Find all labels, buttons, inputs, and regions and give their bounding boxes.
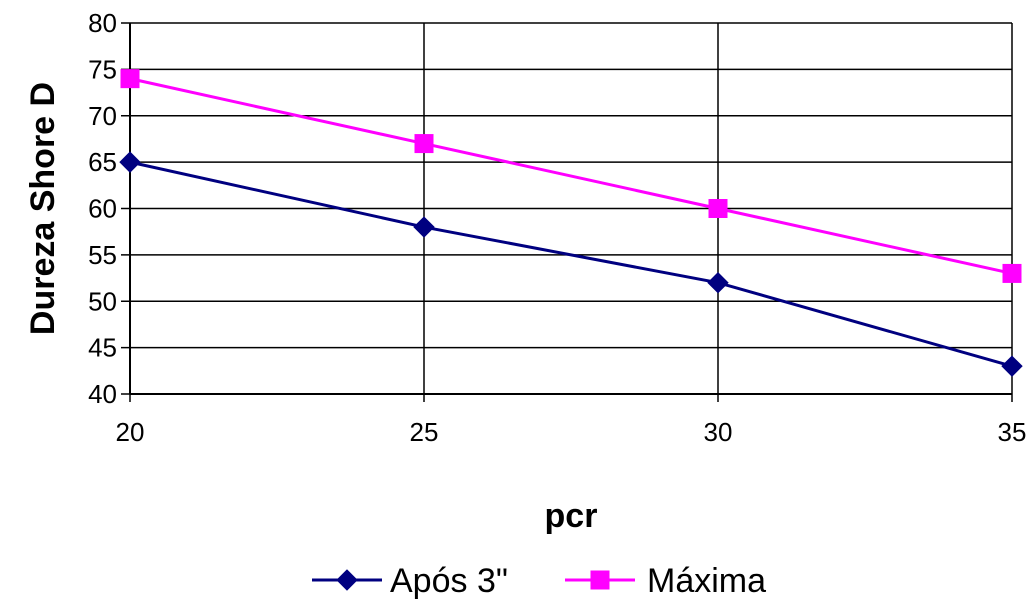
- y-tick-label: 60: [88, 194, 117, 224]
- y-tick-label: 70: [88, 101, 117, 131]
- y-tick-label: 75: [88, 54, 117, 84]
- series-2: [120, 69, 1022, 283]
- legend: Após 3" Máxima: [312, 562, 766, 600]
- y-axis-title: Dureza Shore D: [24, 82, 62, 335]
- y-tick-label: 50: [88, 286, 117, 316]
- legend-label-2: Máxima: [647, 562, 766, 600]
- y-tick-label: 55: [88, 240, 117, 270]
- x-tick-label: 20: [116, 417, 145, 447]
- series-group: [119, 69, 1023, 377]
- series-2-point: [120, 69, 140, 89]
- y-tick-label: 40: [88, 379, 117, 409]
- axes: [121, 22, 1013, 402]
- series-2-point: [414, 134, 434, 154]
- series-1-point: [413, 216, 435, 238]
- series-1-point: [1001, 355, 1023, 377]
- legend-2-point: [590, 570, 610, 590]
- series-1-point: [119, 151, 141, 173]
- y-tick-label: 65: [88, 147, 117, 177]
- series-1-line: [129, 160, 1013, 368]
- legend-1-point: [336, 569, 358, 591]
- x-axis-title: pcr: [545, 497, 598, 535]
- series-1: [119, 151, 1023, 377]
- y-tick-label: 45: [88, 333, 117, 363]
- series-1-point: [707, 271, 729, 294]
- legend-item-2: Máxima: [565, 562, 766, 600]
- series-2-line: [129, 77, 1013, 275]
- x-tick-label: 25: [410, 417, 439, 447]
- legend-label-1: Após 3": [390, 562, 508, 600]
- x-tick-label: 30: [704, 417, 733, 447]
- tick-labels: 40 45 50 55 60 65 70 75 80 20 25 30 35: [88, 8, 1026, 447]
- y-tick-label: 80: [88, 8, 117, 38]
- grid-lines: [129, 22, 1013, 395]
- series-2-point: [708, 199, 728, 218]
- series-2-point: [1002, 263, 1022, 283]
- legend-item-1: Após 3": [312, 562, 508, 600]
- x-tick-label: 35: [998, 417, 1027, 447]
